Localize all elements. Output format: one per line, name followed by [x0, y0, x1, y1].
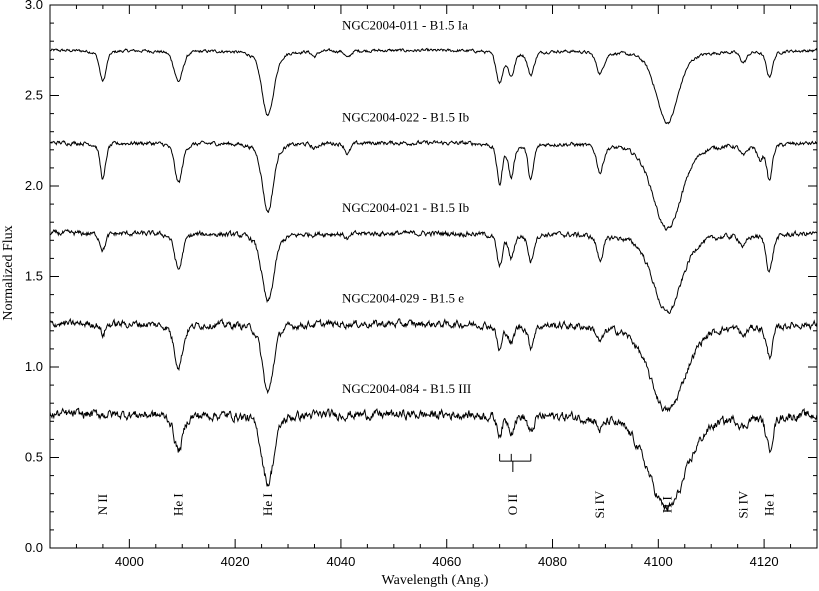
spectrum-line: [49, 139, 818, 231]
y-tick-label: 2.5: [25, 88, 43, 103]
x-tick-label: 4120: [750, 554, 779, 569]
line-id-label: H I: [659, 496, 674, 513]
x-tick-label: 4000: [115, 554, 144, 569]
line-id-label: N II: [95, 494, 110, 515]
axes: 4000 4020 4040 4060 4080 4100 4120 0.0 0.5 1.0 1.5…: [25, 0, 818, 569]
series-label: NGC2004-022 - B1.5 Ib: [342, 110, 469, 125]
series-label: NGC2004-029 - B1.5 e: [342, 291, 464, 306]
x-tick-label: 4080: [538, 554, 567, 569]
line-id-label: He I: [260, 493, 275, 516]
y-tick-label: 2.0: [25, 178, 43, 193]
y-tick-label: 0.5: [25, 450, 43, 465]
y-tick-label: 3.0: [25, 0, 43, 12]
line-identifications: N II He I He I O II Si IV H I Si IV He I: [95, 453, 776, 519]
line-id-label: O II: [505, 494, 520, 515]
series-label: NGC2004-021 - B1.5 Ib: [342, 200, 469, 215]
y-tick-label: 1.0: [25, 359, 43, 374]
spectrum-line: [49, 47, 818, 125]
line-id-label: Si IV: [592, 490, 607, 518]
y-tick-label: 0.0: [25, 540, 43, 555]
x-tick-label: 4060: [432, 554, 461, 569]
line-id-label: He I: [171, 493, 186, 516]
series-label: NGC2004-011 - B1.5 Ia: [342, 17, 468, 32]
spectrum-line: [49, 407, 818, 512]
x-tick-label: 4020: [221, 554, 250, 569]
series-label: NGC2004-084 - B1.5 III: [342, 381, 471, 396]
x-tick-label: 4100: [644, 554, 673, 569]
y-tick-label: 1.5: [25, 269, 43, 284]
x-tick-label: 4040: [326, 554, 355, 569]
y-axis-title: Normalized Flux: [1, 225, 16, 320]
x-axis-title: Wavelength (Ang.): [382, 573, 489, 588]
plot-frame: [49, 4, 818, 549]
spectrum-line: [49, 317, 818, 413]
line-id-label: Si IV: [736, 490, 751, 518]
line-id-label: He I: [761, 493, 776, 516]
series-labels: NGC2004-011 - B1.5 Ia NGC2004-022 - B1.5 …: [342, 17, 471, 396]
spectrum-line: [49, 228, 818, 315]
spectra-group: [49, 47, 818, 512]
